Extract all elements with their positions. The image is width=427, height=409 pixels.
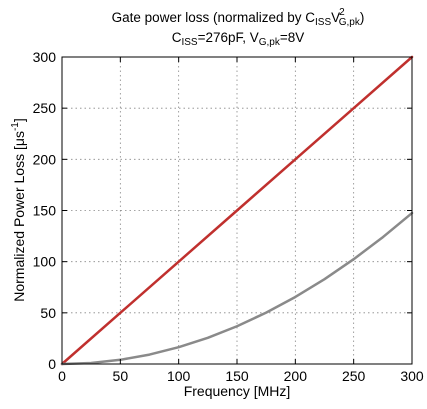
x-tick-label: 300 xyxy=(400,368,424,384)
x-tick-label: 100 xyxy=(167,368,191,384)
x-tick-label: 200 xyxy=(284,368,308,384)
x-tick-label: 50 xyxy=(113,368,129,384)
x-axis-label: Frequency [MHz] xyxy=(184,383,291,399)
y-tick-label: 100 xyxy=(33,254,57,270)
y-tick-label: 300 xyxy=(33,49,57,65)
chart-title-line2: CISS=276pF, VG,pk=8V xyxy=(172,30,305,48)
y-tick-label: 0 xyxy=(48,356,56,372)
y-tick-label: 250 xyxy=(33,100,57,116)
y-axis-label: Normalized Power Loss [μs-1] xyxy=(10,118,27,302)
ticks: 0 50 100 150 200 250 300 0 50 100 150 200 250 300 xyxy=(33,49,424,384)
x-tick-label: 0 xyxy=(58,368,66,384)
series-line-1 xyxy=(60,55,414,366)
x-tick-label: 250 xyxy=(342,368,366,384)
y-tick-label: 150 xyxy=(33,203,57,219)
chart-title-line1: Gate power loss (normalized by CISSV2 G,p… xyxy=(112,7,365,28)
x-tick-label: 150 xyxy=(225,368,249,384)
y-tick-label: 200 xyxy=(33,151,57,167)
y-tick-label: 50 xyxy=(40,305,56,321)
